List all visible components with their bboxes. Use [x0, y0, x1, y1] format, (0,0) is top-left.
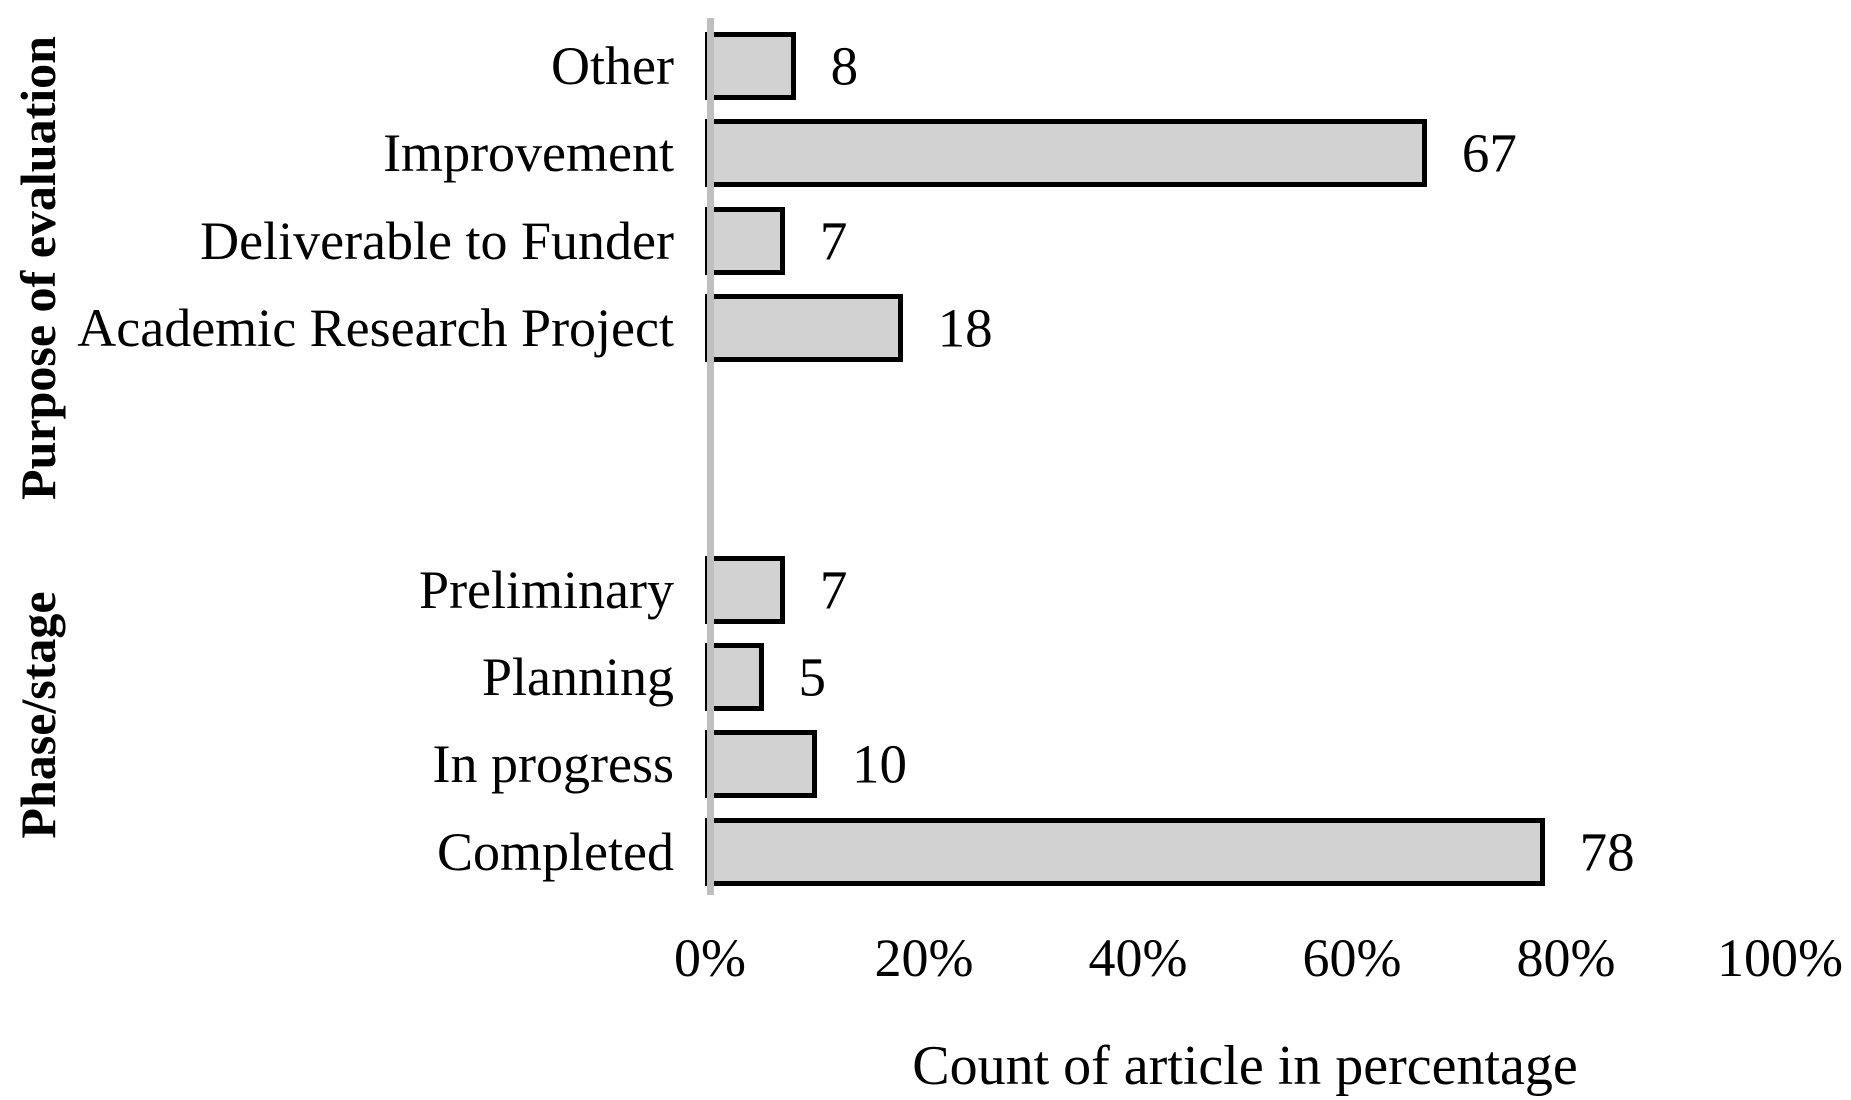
- bar-deliverable-to-funder: [705, 206, 785, 275]
- value-label-in-progress: 10: [852, 733, 907, 795]
- x-tick-label-0: 0%: [674, 928, 746, 988]
- x-axis-title: Count of article in percentage: [912, 1035, 1578, 1097]
- category-label-academic-research-project: Academic Research Project: [77, 297, 674, 358]
- x-tick-label-60: 60%: [1302, 928, 1402, 988]
- group-label-purpose-of-evaluation: Purpose of evaluation: [10, 36, 66, 500]
- group-label-phase-stage: Phase/stage: [10, 591, 66, 839]
- x-tick-label-40: 40%: [1088, 928, 1188, 988]
- bar-in-progress: [705, 730, 817, 799]
- value-label-deliverable-to-funder: 7: [819, 210, 848, 272]
- bar-improvement: [705, 119, 1427, 188]
- value-label-planning: 5: [798, 646, 827, 708]
- value-label-improvement: 67: [1461, 122, 1517, 184]
- x-tick-label-20: 20%: [874, 928, 974, 988]
- bar-completed: [705, 817, 1545, 886]
- category-label-planning: Planning: [481, 647, 674, 708]
- category-label-in-progress: In progress: [432, 734, 674, 795]
- category-label-preliminary: Preliminary: [419, 559, 674, 620]
- category-label-deliverable-to-funder: Deliverable to Funder: [200, 210, 674, 271]
- x-tick-label-80: 80%: [1516, 928, 1616, 988]
- bar-preliminary: [705, 555, 785, 624]
- bar-academic-research-project: [705, 293, 903, 362]
- value-label-completed: 78: [1579, 821, 1635, 883]
- value-label-academic-research-project: 18: [937, 297, 993, 359]
- bar-planning: [705, 643, 764, 712]
- category-label-completed: Completed: [437, 821, 674, 882]
- category-label-other: Other: [551, 36, 674, 96]
- y-axis-line: [706, 18, 714, 895]
- bar-other: [705, 32, 796, 100]
- value-label-preliminary: 7: [819, 559, 848, 621]
- category-label-improvement: Improvement: [383, 123, 674, 184]
- value-label-other: 8: [830, 35, 859, 97]
- x-tick-label-100: 100%: [1717, 928, 1843, 988]
